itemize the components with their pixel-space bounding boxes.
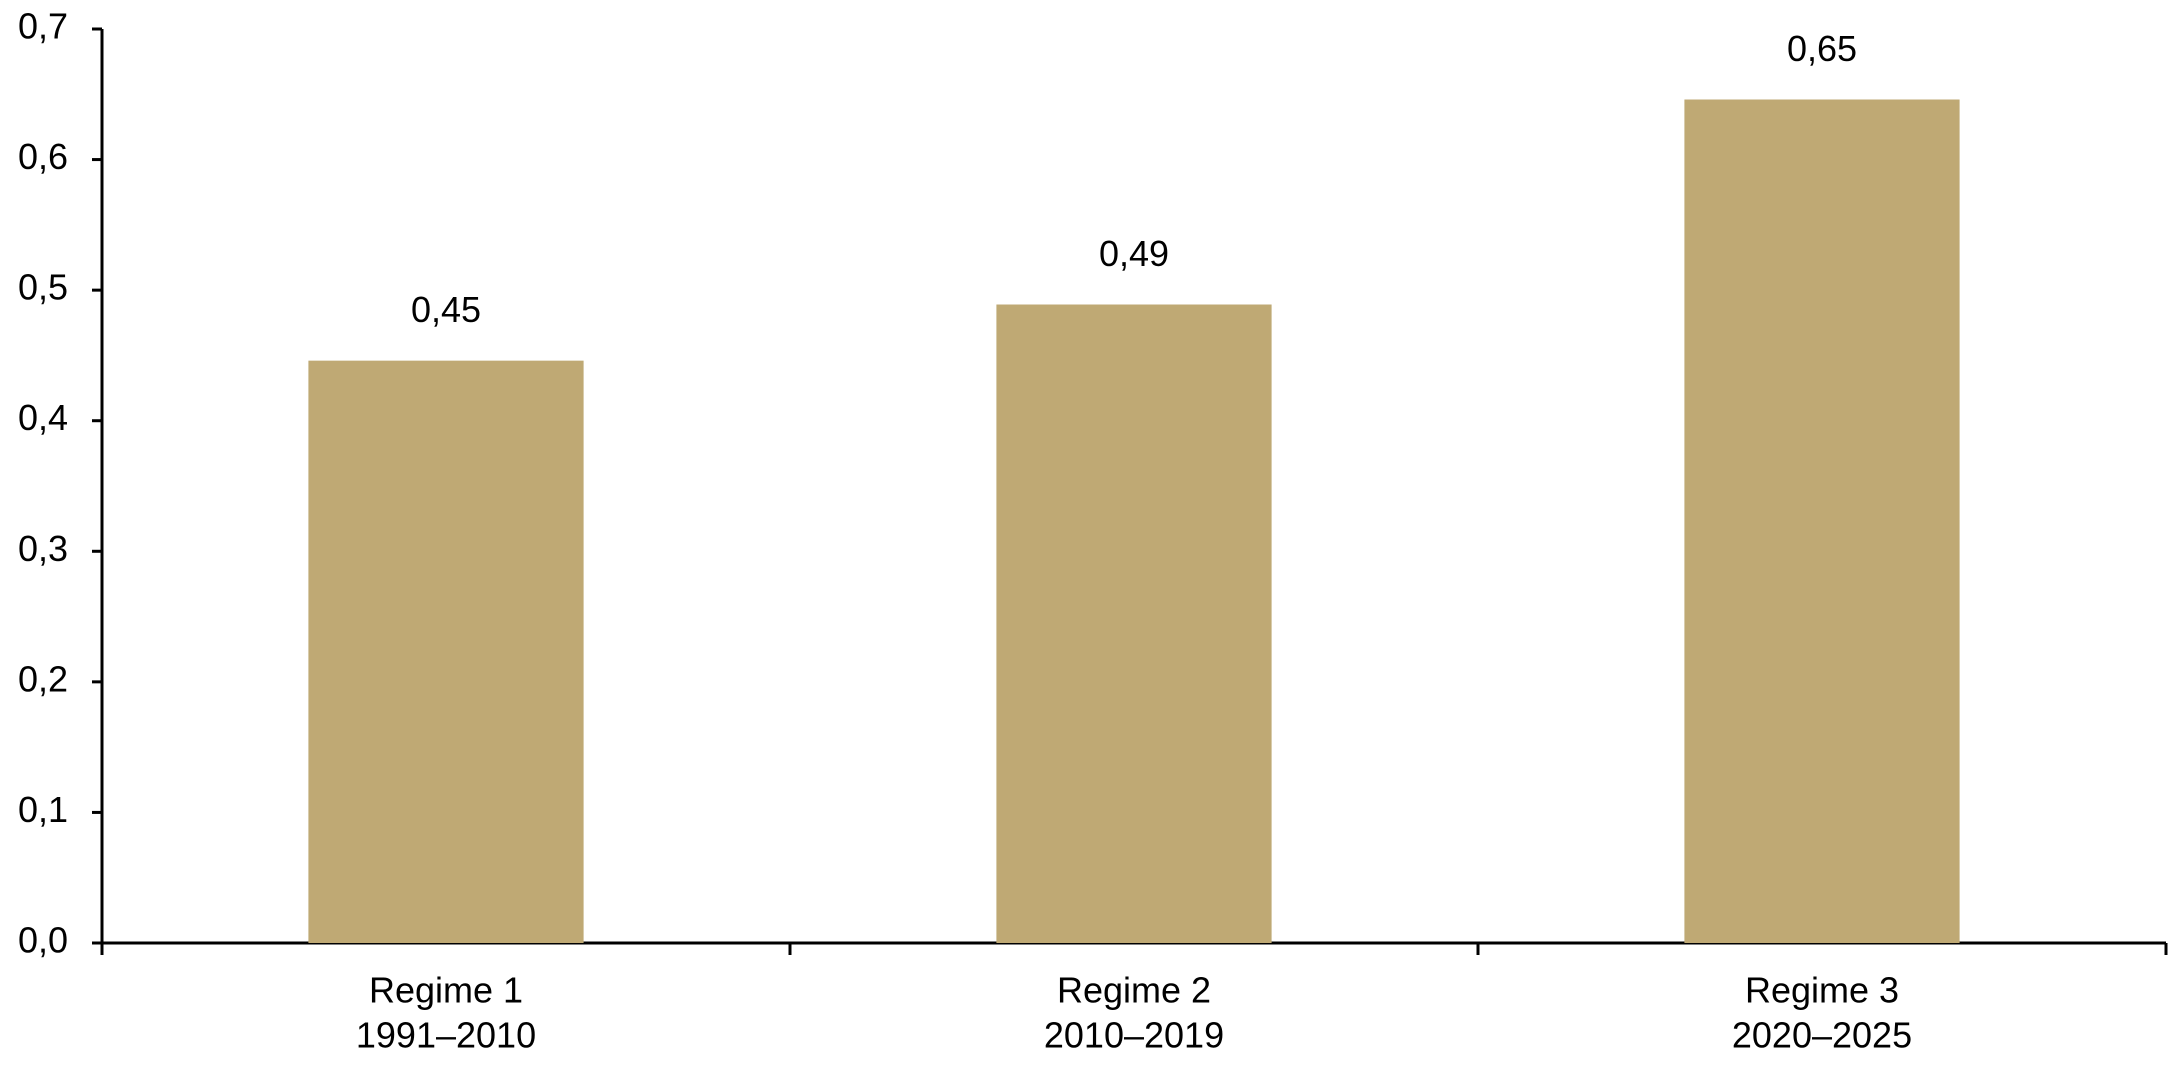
x-tick-label: 2020–2025 [1732,1015,1912,1056]
x-tick-label: 1991–2010 [356,1015,536,1056]
bar [996,304,1272,943]
x-tick-label: Regime 3 [1745,970,1899,1011]
data-label: 0,45 [411,289,481,330]
y-tick-label: 0,4 [18,397,68,438]
y-tick-label: 0,0 [18,920,68,961]
x-tick-label: Regime 2 [1057,970,1211,1011]
y-tick-label: 0,1 [18,789,68,830]
y-tick-label: 0,2 [18,658,68,699]
y-tick-label: 0,5 [18,267,68,308]
bar [1684,99,1960,944]
data-label: 0,65 [1787,28,1857,69]
bar [308,360,584,943]
x-tick-label: 2010–2019 [1044,1015,1224,1056]
y-tick-label: 0,3 [18,528,68,569]
data-label: 0,49 [1099,233,1169,274]
y-tick-label: 0,7 [18,6,68,47]
x-tick-label: Regime 1 [369,970,523,1011]
y-tick-label: 0,6 [18,136,68,177]
